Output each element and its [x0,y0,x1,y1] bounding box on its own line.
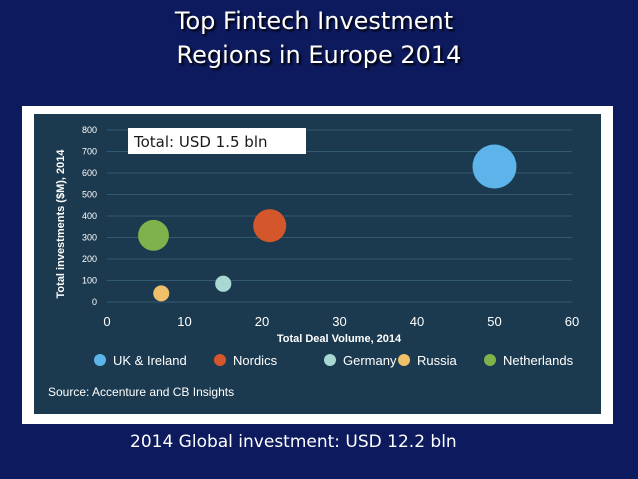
legend-label: UK & Ireland [113,353,187,368]
slide-title-line1: Top Fintech Investment [174,7,454,35]
legend-label: Nordics [233,353,278,368]
legend-label: Germany [343,353,397,368]
x-tick-label: 10 [177,314,191,329]
y-tick-label: 200 [82,254,97,264]
y-tick-label: 700 [82,147,97,157]
legend-label: Russia [417,353,458,368]
legend-swatch [324,354,336,366]
y-tick-label: 300 [82,233,97,243]
bubble-chart: 0 100 200 300 400 500 600 700 800 0 10 20 30 40 50 60 T… [48,125,579,399]
bubble-germany [215,275,232,292]
bubble-russia [153,285,170,302]
y-tick-label: 400 [82,211,97,221]
legend-swatch [94,354,106,366]
legend-swatch [214,354,226,366]
y-tick-label: 500 [82,190,97,200]
x-tick-label: 0 [103,314,110,329]
total-note: Total: USD 1.5 bln [133,133,268,151]
total-note-background [128,128,306,154]
x-tick-label: 50 [487,314,501,329]
x-tick-label: 30 [332,314,346,329]
slide-title-line2: Regions in Europe 2014 [176,41,462,69]
y-tick-label: 600 [82,168,97,178]
global-investment-note: 2014 Global investment: USD 12.2 bln [130,432,457,452]
x-tick-label: 40 [410,314,424,329]
x-axis-label: Total Deal Volume, 2014 [277,333,402,345]
bubble-netherlands [138,219,169,251]
y-tick-label: 100 [82,276,97,286]
x-tick-label: 60 [565,314,579,329]
y-tick-label: 800 [82,125,97,135]
y-tick-label: 0 [92,297,97,307]
bubble-uk-ireland [472,144,517,189]
bubble-nordics [253,209,287,243]
legend-swatch [484,354,496,366]
x-tick-label: 20 [255,314,269,329]
legend-swatch [398,354,410,366]
source-note: Source: Accenture and CB Insights [48,385,234,399]
y-axis-label: Total investments ($M), 2014 [55,149,67,299]
legend-label: Netherlands [503,353,574,368]
